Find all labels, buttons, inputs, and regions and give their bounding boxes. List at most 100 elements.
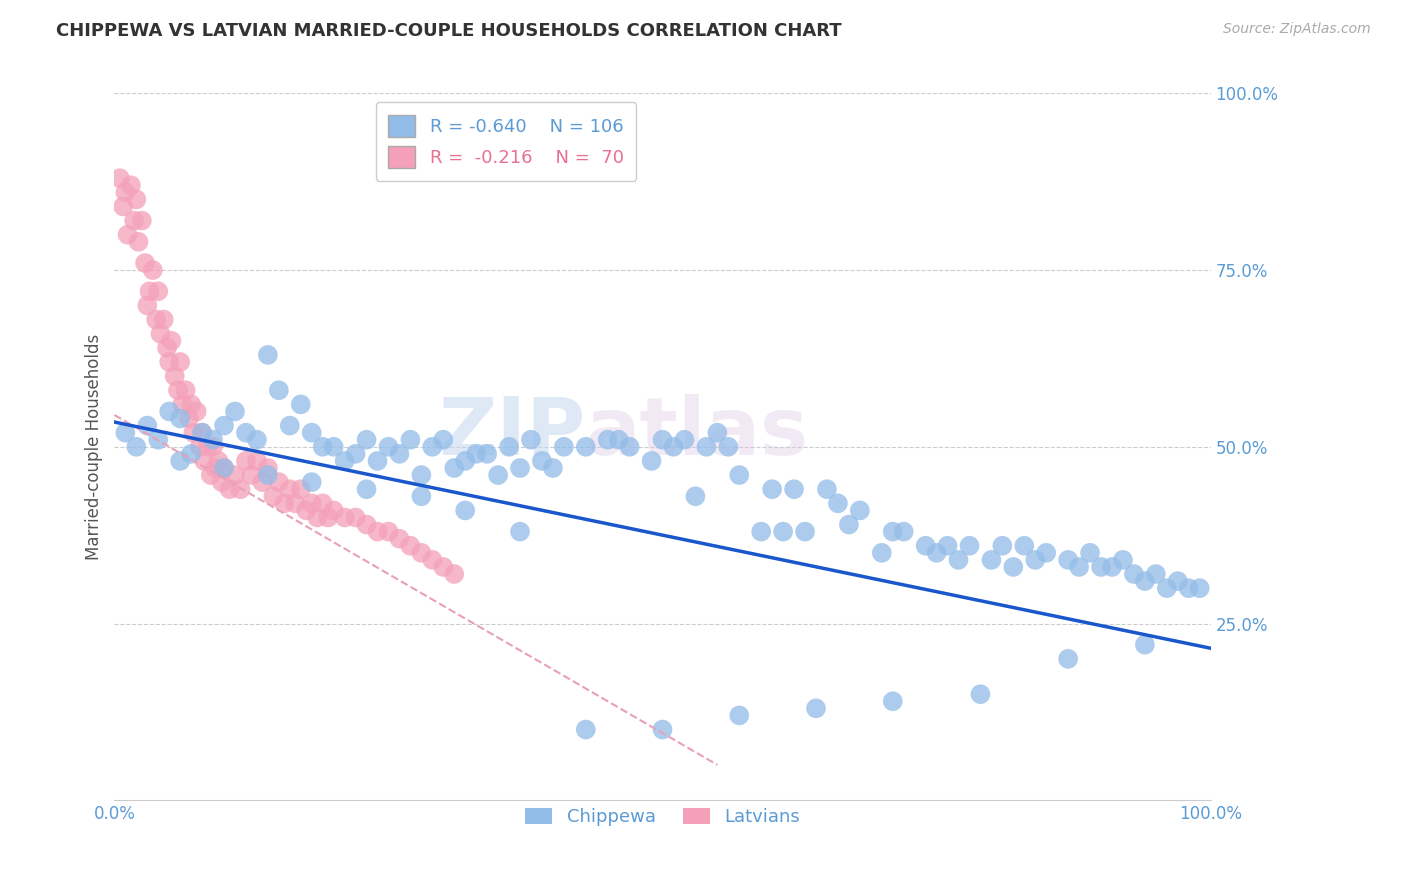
- Point: [224, 468, 246, 483]
- Point: [1122, 567, 1144, 582]
- Point: [695, 440, 717, 454]
- Point: [246, 454, 269, 468]
- Text: CHIPPEWA VS LATVIAN MARRIED-COUPLE HOUSEHOLDS CORRELATION CHART: CHIPPEWA VS LATVIAN MARRIED-COUPLE HOUSE…: [56, 22, 842, 40]
- Point: [882, 694, 904, 708]
- Point: [717, 440, 740, 454]
- Point: [388, 447, 411, 461]
- Point: [131, 213, 153, 227]
- Point: [191, 425, 214, 440]
- Point: [454, 454, 477, 468]
- Point: [925, 546, 948, 560]
- Point: [619, 440, 641, 454]
- Point: [366, 454, 388, 468]
- Point: [278, 418, 301, 433]
- Point: [1057, 652, 1080, 666]
- Point: [969, 687, 991, 701]
- Point: [1133, 574, 1156, 588]
- Point: [706, 425, 728, 440]
- Point: [443, 461, 465, 475]
- Point: [432, 433, 454, 447]
- Point: [120, 178, 142, 193]
- Point: [202, 440, 225, 454]
- Point: [804, 701, 827, 715]
- Point: [267, 475, 290, 490]
- Point: [138, 285, 160, 299]
- Point: [312, 440, 335, 454]
- Point: [980, 553, 1002, 567]
- Point: [420, 553, 443, 567]
- Point: [596, 433, 619, 447]
- Point: [284, 496, 307, 510]
- Point: [1024, 553, 1046, 567]
- Point: [640, 454, 662, 468]
- Point: [174, 383, 197, 397]
- Point: [420, 440, 443, 454]
- Point: [160, 334, 183, 348]
- Point: [1069, 560, 1091, 574]
- Point: [273, 496, 295, 510]
- Point: [169, 355, 191, 369]
- Point: [114, 186, 136, 200]
- Point: [134, 256, 156, 270]
- Point: [218, 482, 240, 496]
- Point: [728, 708, 751, 723]
- Point: [475, 447, 498, 461]
- Point: [1002, 560, 1025, 574]
- Point: [443, 567, 465, 582]
- Point: [211, 475, 233, 490]
- Point: [188, 440, 211, 454]
- Point: [761, 482, 783, 496]
- Point: [301, 425, 323, 440]
- Point: [465, 447, 488, 461]
- Point: [1144, 567, 1167, 582]
- Point: [553, 440, 575, 454]
- Point: [498, 440, 520, 454]
- Point: [207, 454, 229, 468]
- Point: [193, 454, 215, 468]
- Point: [893, 524, 915, 539]
- Point: [290, 482, 312, 496]
- Point: [117, 227, 139, 242]
- Point: [301, 496, 323, 510]
- Point: [959, 539, 981, 553]
- Point: [114, 425, 136, 440]
- Point: [322, 503, 344, 517]
- Point: [278, 482, 301, 496]
- Point: [914, 539, 936, 553]
- Point: [200, 468, 222, 483]
- Point: [673, 433, 696, 447]
- Point: [229, 482, 252, 496]
- Point: [167, 383, 190, 397]
- Point: [685, 489, 707, 503]
- Point: [651, 433, 673, 447]
- Point: [128, 235, 150, 249]
- Point: [838, 517, 860, 532]
- Point: [454, 503, 477, 517]
- Point: [177, 411, 200, 425]
- Point: [152, 312, 174, 326]
- Point: [772, 524, 794, 539]
- Point: [728, 468, 751, 483]
- Point: [486, 468, 509, 483]
- Point: [356, 433, 378, 447]
- Point: [212, 461, 235, 475]
- Point: [783, 482, 806, 496]
- Point: [827, 496, 849, 510]
- Point: [333, 510, 356, 524]
- Text: Source: ZipAtlas.com: Source: ZipAtlas.com: [1223, 22, 1371, 37]
- Point: [1078, 546, 1101, 560]
- Text: ZIP: ZIP: [439, 393, 586, 472]
- Point: [191, 425, 214, 440]
- Point: [108, 171, 131, 186]
- Point: [815, 482, 838, 496]
- Point: [163, 369, 186, 384]
- Point: [125, 193, 148, 207]
- Point: [411, 468, 433, 483]
- Point: [136, 298, 159, 312]
- Point: [991, 539, 1014, 553]
- Point: [399, 539, 422, 553]
- Point: [530, 454, 553, 468]
- Point: [344, 447, 367, 461]
- Point: [122, 213, 145, 227]
- Point: [157, 355, 180, 369]
